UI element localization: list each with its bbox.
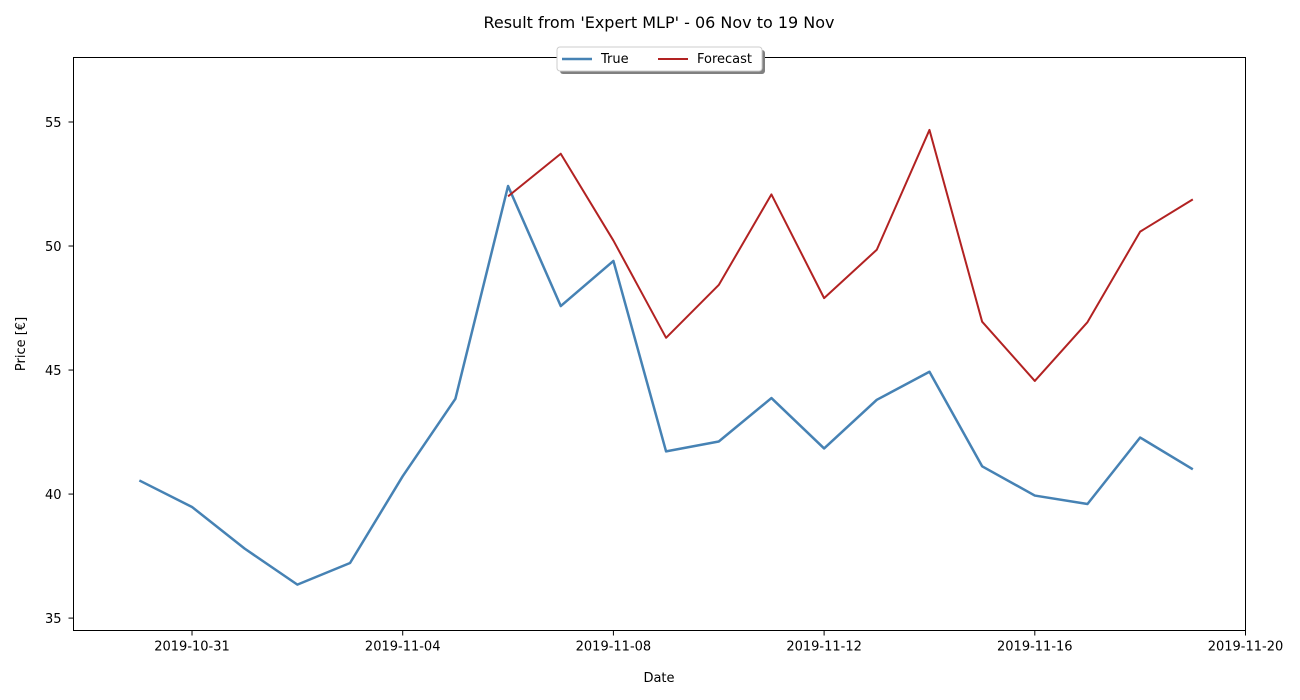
series-line-forecast — [507, 128, 1194, 382]
x-axis-label: Date — [643, 671, 674, 686]
x-tick-label: 2019-11-04 — [365, 640, 441, 655]
x-tick-label: 2019-11-16 — [997, 640, 1073, 655]
y-tick-label: 35 — [45, 612, 62, 627]
chart-title: Result from 'Expert MLP' - 06 Nov to 19 … — [483, 13, 834, 32]
x-tick-label: 2019-11-08 — [576, 640, 652, 655]
series-line-true — [138, 184, 1194, 586]
y-tick-label: 50 — [45, 240, 62, 255]
y-tick-label: 45 — [45, 364, 62, 379]
legend-label-true: True — [600, 52, 629, 67]
legend: True Forecast — [556, 46, 765, 74]
x-axis: 2019-10-31 2019-11-04 2019-11-08 2019-11-12… — [154, 630, 1284, 655]
y-tick-label: 55 — [45, 116, 62, 131]
y-tick-label: 40 — [45, 488, 62, 503]
x-tick-label: 2019-11-12 — [786, 640, 862, 655]
y-axis-label: Price [€] — [14, 317, 29, 371]
series-layer — [138, 128, 1194, 586]
legend-label-forecast: Forecast — [697, 52, 752, 67]
x-tick-label: 2019-11-20 — [1208, 640, 1284, 655]
x-tick-label: 2019-10-31 — [154, 640, 230, 655]
y-axis: 35 40 45 50 55 — [45, 116, 74, 627]
plot-area — [73, 57, 1246, 631]
